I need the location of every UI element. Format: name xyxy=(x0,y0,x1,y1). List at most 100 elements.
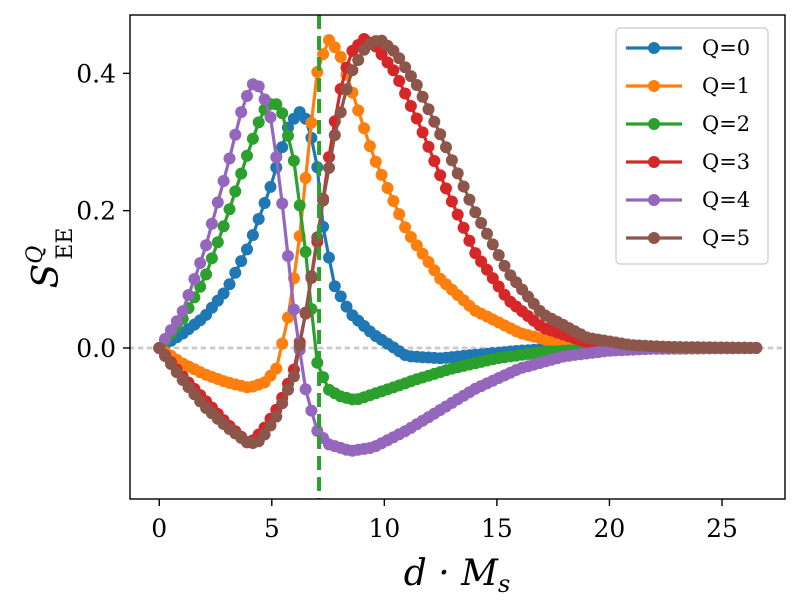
data-point xyxy=(416,126,429,139)
legend-label: Q=1 xyxy=(702,74,750,98)
data-point xyxy=(451,167,464,180)
data-point xyxy=(276,337,289,350)
data-point xyxy=(200,239,213,252)
data-point xyxy=(246,132,259,145)
legend-marker xyxy=(648,232,660,244)
data-point xyxy=(334,106,347,119)
data-point xyxy=(276,141,289,154)
data-point xyxy=(404,100,417,112)
legend-label: Q=0 xyxy=(702,36,750,60)
data-point xyxy=(387,195,400,207)
data-point xyxy=(340,300,353,313)
legend-marker xyxy=(648,194,660,206)
data-point xyxy=(305,404,318,417)
data-point xyxy=(252,116,265,129)
data-point xyxy=(328,41,341,54)
data-point xyxy=(276,397,289,410)
legend-marker xyxy=(648,42,660,54)
data-point xyxy=(422,103,435,116)
data-point xyxy=(200,268,213,281)
legend-item: Q=1 xyxy=(626,74,750,98)
data-point xyxy=(399,61,412,74)
data-point xyxy=(750,341,763,354)
data-point xyxy=(264,180,277,193)
data-point xyxy=(229,185,242,198)
data-point xyxy=(270,362,283,375)
data-point xyxy=(375,168,388,181)
x-tick-label: 15 xyxy=(481,514,513,543)
data-point xyxy=(475,217,488,229)
data-point xyxy=(352,104,365,117)
data-point xyxy=(235,255,248,268)
data-point xyxy=(217,287,230,300)
data-point xyxy=(334,50,347,63)
data-point xyxy=(340,83,353,96)
legend-item: Q=2 xyxy=(626,112,750,136)
legend-item: Q=3 xyxy=(626,150,750,174)
legend-marker xyxy=(648,80,660,92)
data-point xyxy=(229,128,242,141)
y-axis-label: SQ EE xyxy=(23,228,78,289)
data-point xyxy=(165,324,177,337)
data-point xyxy=(170,315,183,328)
data-point xyxy=(299,383,312,396)
data-point xyxy=(211,236,224,249)
data-point xyxy=(445,195,458,208)
legend-marker xyxy=(648,118,660,130)
x-tick-label: 10 xyxy=(368,514,400,543)
data-point xyxy=(246,229,259,242)
data-point xyxy=(188,273,201,285)
data-point xyxy=(282,129,294,142)
data-point xyxy=(469,206,482,219)
data-point xyxy=(416,247,429,260)
data-point xyxy=(393,208,406,221)
data-point xyxy=(305,116,318,129)
data-point xyxy=(270,410,283,423)
data-point xyxy=(270,98,283,111)
data-point xyxy=(393,75,406,87)
data-point xyxy=(428,264,441,277)
data-point xyxy=(492,249,505,262)
series-Q=5 xyxy=(153,34,763,449)
data-point xyxy=(159,333,172,345)
series-layer xyxy=(153,15,763,499)
data-point xyxy=(440,141,452,154)
data-point xyxy=(369,155,382,168)
data-point xyxy=(223,152,236,165)
legend-label: Q=4 xyxy=(702,188,750,212)
data-point xyxy=(469,247,482,260)
data-point xyxy=(498,259,511,272)
data-point xyxy=(235,167,248,180)
data-point xyxy=(328,129,341,142)
data-point xyxy=(457,180,470,193)
data-point xyxy=(463,193,476,206)
data-point xyxy=(363,140,376,153)
data-point xyxy=(293,339,306,352)
data-point xyxy=(305,270,318,283)
data-point xyxy=(404,231,417,243)
data-point xyxy=(317,194,330,207)
data-point xyxy=(282,250,294,262)
x-tick-label: 25 xyxy=(706,514,738,543)
data-point xyxy=(299,306,312,319)
data-point xyxy=(323,251,335,264)
data-point xyxy=(428,155,441,167)
data-point xyxy=(211,196,224,209)
data-point xyxy=(393,52,406,65)
data-point xyxy=(258,428,271,441)
data-point xyxy=(241,149,253,162)
data-point xyxy=(451,208,464,221)
data-point xyxy=(399,221,412,234)
data-point xyxy=(276,197,289,210)
data-point xyxy=(264,111,277,124)
data-point xyxy=(217,175,230,187)
data-point xyxy=(416,90,429,103)
data-point xyxy=(252,80,265,93)
legend-item: Q=4 xyxy=(626,188,750,212)
data-point xyxy=(258,197,271,209)
data-point xyxy=(223,203,236,216)
legend-item: Q=0 xyxy=(626,36,750,60)
x-tick-label: 5 xyxy=(264,514,280,543)
data-point xyxy=(217,220,230,233)
